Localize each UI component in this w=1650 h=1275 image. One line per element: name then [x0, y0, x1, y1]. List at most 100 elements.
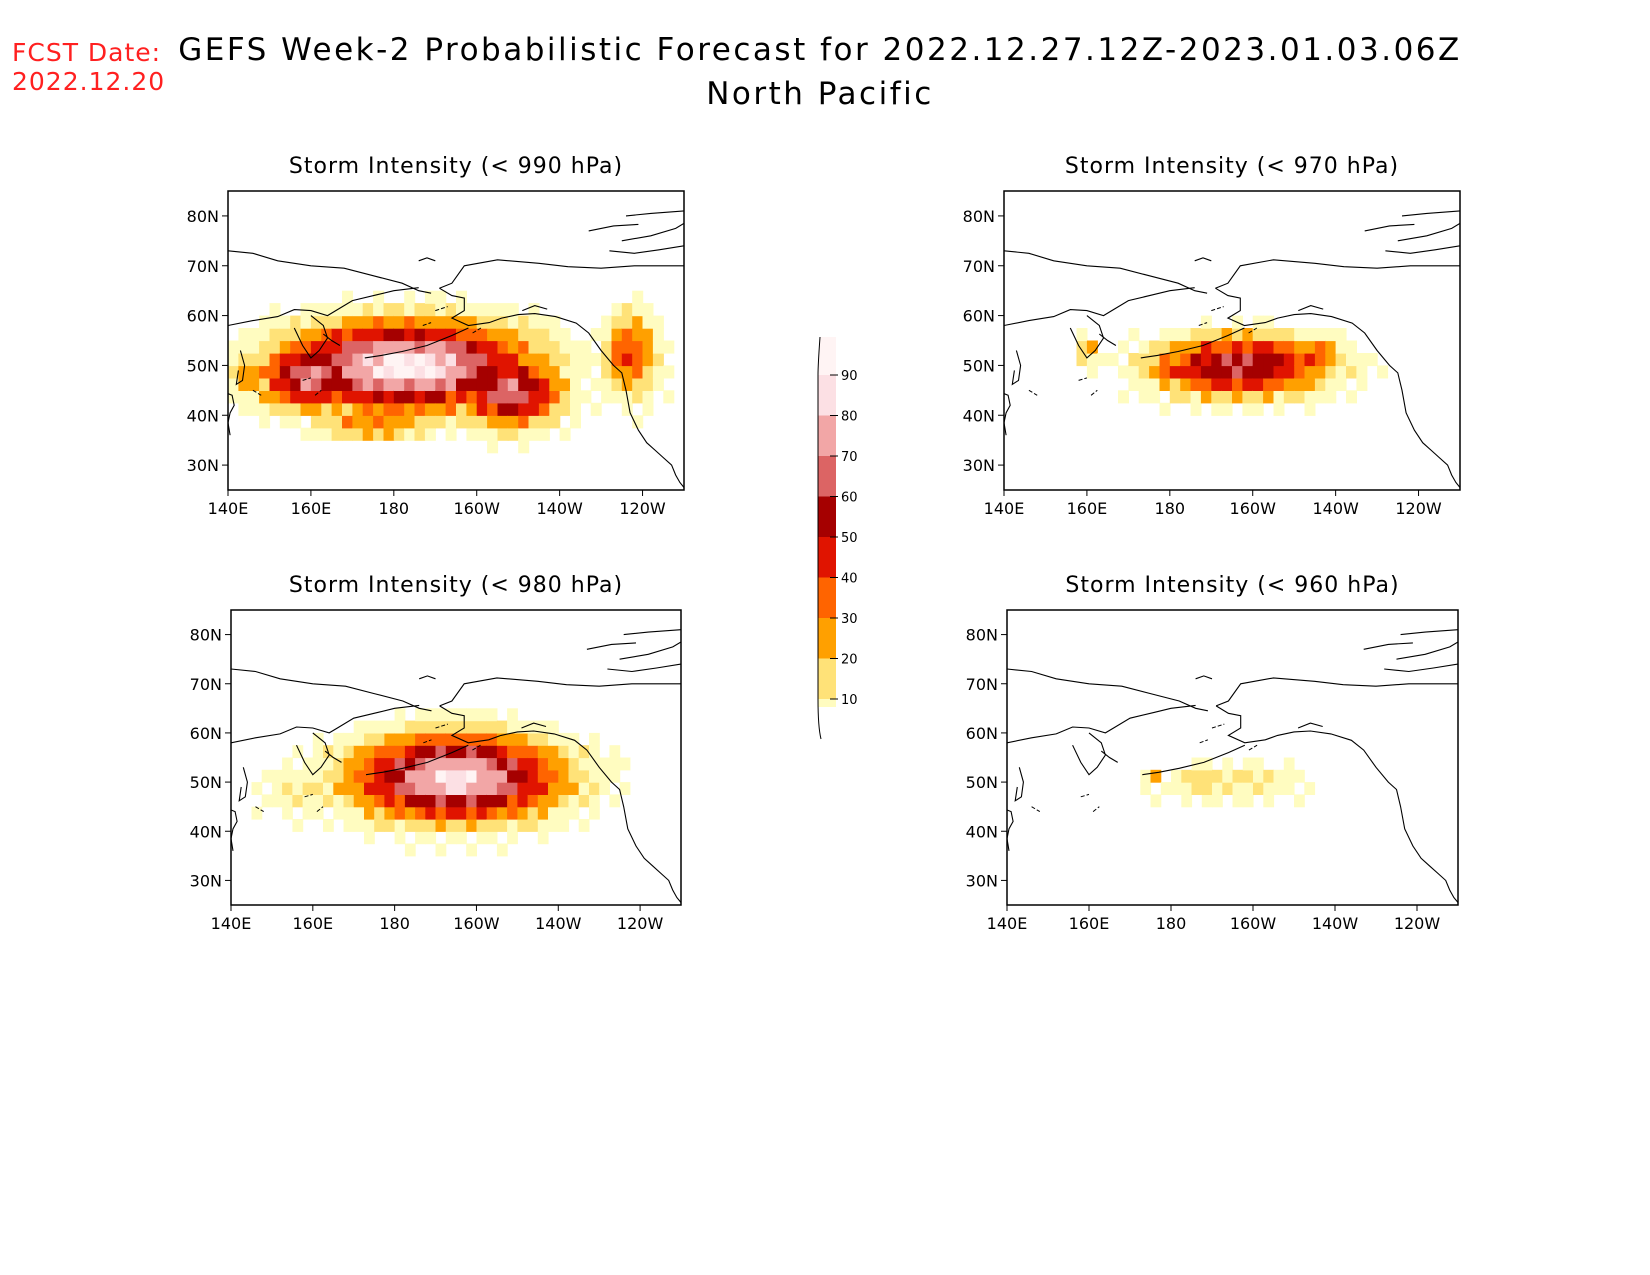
- x-tick-label: 120W: [1394, 914, 1441, 933]
- probability-cell: [393, 377, 405, 391]
- probability-cell: [445, 365, 457, 379]
- probability-cell: [621, 377, 633, 391]
- probability-cell: [353, 819, 365, 832]
- probability-cell: [601, 390, 613, 404]
- probability-cell: [1118, 340, 1129, 354]
- probability-cell: [383, 377, 395, 391]
- probability-cell: [609, 745, 621, 759]
- probability-cell: [435, 303, 447, 317]
- probability-cell: [1201, 757, 1213, 771]
- probability-cell: [1263, 365, 1275, 379]
- coastline: [1385, 245, 1460, 254]
- probability-cell: [466, 782, 477, 795]
- x-tick-label: 140E: [987, 914, 1028, 933]
- probability-cell: [393, 365, 405, 379]
- probability-cell: [1314, 340, 1326, 354]
- probability-cell: [282, 806, 293, 820]
- probability-cell: [580, 340, 592, 354]
- probability-cell: [269, 340, 281, 354]
- probability-cell: [1335, 328, 1347, 342]
- probability-cell: [1159, 328, 1171, 342]
- probability-cell: [331, 315, 343, 329]
- probability-cell: [415, 806, 426, 820]
- probability-cell: [1076, 340, 1088, 354]
- probability-cell: [352, 377, 364, 391]
- probability-cell: [364, 819, 375, 832]
- probability-cell: [1273, 340, 1285, 354]
- probability-cell: [1180, 340, 1192, 354]
- probability-cell: [271, 794, 283, 808]
- coastline: [228, 393, 235, 436]
- probability-cell: [642, 390, 654, 404]
- island-chain: [1031, 806, 1041, 813]
- probability-cell: [507, 427, 519, 441]
- probability-cell: [537, 732, 549, 746]
- probability-cell: [476, 794, 488, 808]
- probability-cell: [445, 353, 457, 367]
- probability-cell: [652, 340, 664, 354]
- probability-cell: [404, 427, 416, 441]
- probability-cell: [621, 402, 633, 416]
- probability-cell: [517, 782, 529, 795]
- probability-cell: [642, 340, 654, 354]
- probability-cell: [1149, 390, 1161, 404]
- probability-cell: [394, 769, 406, 783]
- probability-cell: [642, 353, 654, 367]
- probability-cell: [415, 794, 426, 808]
- probability-cell: [342, 290, 353, 304]
- probability-cell: [353, 782, 365, 795]
- probability-cell: [321, 427, 333, 441]
- coastline: [1140, 327, 1245, 359]
- coastline: [588, 223, 639, 232]
- probability-cell: [1190, 328, 1202, 342]
- probability-cell: [1191, 782, 1203, 795]
- panel-title: Storm Intensity (< 980 hPa): [289, 573, 623, 598]
- probability-cell: [538, 415, 550, 429]
- probability-cell: [310, 353, 322, 367]
- probability-cell: [352, 427, 364, 441]
- probability-cell: [425, 708, 437, 722]
- probability-cell: [1377, 365, 1389, 379]
- x-tick-label: 160E: [1069, 914, 1110, 933]
- probability-cell: [404, 757, 416, 771]
- colorbar-segment: [818, 415, 836, 456]
- probability-cell: [487, 353, 499, 367]
- probability-cell: [414, 315, 426, 329]
- probability-cell: [1356, 353, 1368, 367]
- probability-cell: [414, 365, 426, 379]
- probability-cell: [476, 745, 488, 759]
- probability-cell: [570, 402, 581, 416]
- probability-cell: [435, 290, 447, 304]
- probability-cell: [364, 806, 375, 820]
- probability-cell: [424, 315, 436, 329]
- probability-cell: [632, 315, 644, 329]
- probability-cell: [1180, 365, 1192, 379]
- probability-cell: [383, 427, 395, 441]
- probability-cell: [549, 353, 561, 367]
- probability-cell: [590, 377, 602, 391]
- x-tick-label: 140W: [1312, 499, 1359, 518]
- probability-cell: [445, 402, 457, 416]
- probability-cell: [1294, 794, 1305, 808]
- island-chain: [435, 723, 448, 729]
- probability-cell: [527, 732, 539, 746]
- probability-cell: [1252, 353, 1264, 367]
- probability-cell: [1118, 390, 1129, 404]
- probability-cell: [269, 303, 281, 317]
- probability-cell: [374, 732, 385, 746]
- probability-cell: [1086, 365, 1098, 379]
- probability-cell: [621, 365, 633, 379]
- probability-cell: [1242, 353, 1254, 367]
- probability-cell: [415, 819, 426, 832]
- probability-cell: [486, 708, 498, 722]
- probability-cell: [445, 794, 457, 808]
- probability-cell: [424, 390, 436, 404]
- probability-cell: [1138, 353, 1150, 367]
- probability-cell: [1242, 402, 1254, 416]
- probability-cell: [353, 732, 365, 746]
- probability-cell: [300, 303, 312, 317]
- probability-cell: [290, 390, 302, 404]
- probability-cell: [1211, 365, 1223, 379]
- probability-cell: [321, 303, 333, 317]
